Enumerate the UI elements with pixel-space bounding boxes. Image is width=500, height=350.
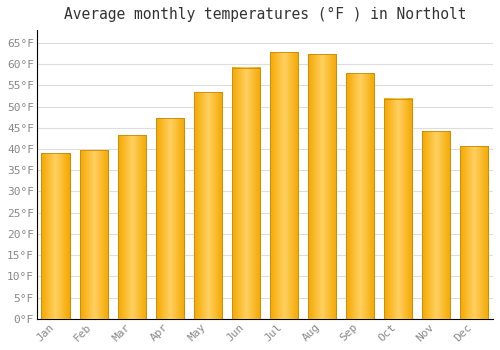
Bar	[42, 153, 70, 319]
Bar	[460, 146, 488, 319]
Bar	[384, 99, 412, 319]
Bar	[80, 150, 108, 319]
Bar	[194, 92, 222, 319]
Bar	[118, 135, 146, 319]
Bar	[118, 135, 146, 319]
Bar	[194, 92, 222, 319]
Bar	[270, 52, 298, 319]
Bar	[346, 73, 374, 319]
Bar	[232, 68, 260, 319]
Bar	[42, 153, 70, 319]
Bar	[422, 131, 450, 319]
Bar	[460, 146, 488, 319]
Bar	[346, 73, 374, 319]
Bar	[156, 118, 184, 319]
Title: Average monthly temperatures (°F ) in Northolt: Average monthly temperatures (°F ) in No…	[64, 7, 466, 22]
Bar	[232, 68, 260, 319]
Bar	[308, 54, 336, 319]
Bar	[270, 52, 298, 319]
Bar	[156, 118, 184, 319]
Bar	[80, 150, 108, 319]
Bar	[308, 54, 336, 319]
Bar	[422, 131, 450, 319]
Bar	[384, 99, 412, 319]
